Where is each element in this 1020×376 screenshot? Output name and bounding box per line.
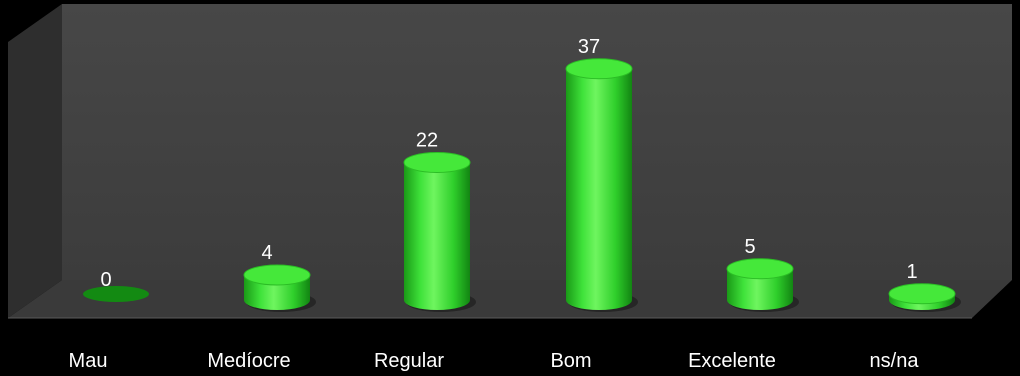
bar: [243, 264, 316, 312]
category-label: Medíocre: [207, 350, 290, 372]
category-labels-group: Mau Medíocre Regular Bom Excelente ns/na: [69, 350, 920, 372]
category-label: ns/na: [870, 350, 920, 372]
chart-floor: [8, 280, 1012, 318]
bar: [83, 286, 149, 302]
category-label: Mau: [69, 350, 108, 372]
bars-group: [83, 58, 961, 312]
value-label: 4: [261, 242, 272, 264]
bar: [403, 152, 476, 312]
plot-area: [8, 4, 1012, 319]
category-label: Excelente: [688, 350, 776, 372]
bar: [888, 283, 961, 312]
value-label: 0: [100, 269, 111, 291]
chart-back-wall: [62, 4, 1012, 280]
value-label: 1: [906, 261, 917, 283]
value-label: 22: [416, 130, 438, 152]
category-label: Bom: [550, 350, 591, 372]
bar: [565, 58, 638, 312]
chart-side-wall: [8, 4, 62, 318]
value-label: 37: [578, 36, 600, 58]
bar: [726, 258, 799, 312]
value-label: 5: [744, 236, 755, 258]
category-label: Regular: [374, 350, 444, 372]
value-labels-group: 0 4 22 37 5 1: [100, 36, 917, 291]
